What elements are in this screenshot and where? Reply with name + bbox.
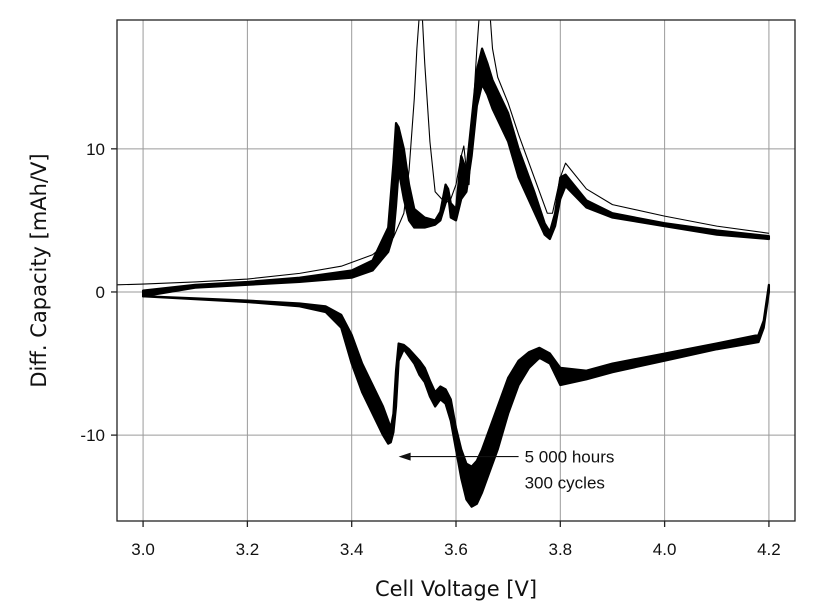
y-tick-label: 10	[86, 140, 105, 159]
series-band-charge-cycles-300-	[141, 47, 771, 298]
annotation-hours: 5 000 hours	[525, 448, 615, 467]
x-tick-label: 3.4	[340, 540, 364, 559]
annotation: 5 000 hours 300 cycles	[398, 448, 615, 493]
series-band-discharge-cycles-300-	[141, 283, 771, 508]
y-axis-title: Diff. Capacity [mAh/V]	[27, 153, 51, 387]
axis-ticks: 3.0 3.2 3.4 3.6 3.8 4.0 4.2 -10 0 10	[80, 140, 780, 559]
y-tick-label: -10	[80, 426, 105, 445]
annotation-arrowhead	[398, 452, 411, 461]
x-tick-label: 3.2	[236, 540, 260, 559]
x-tick-label: 4.2	[757, 540, 781, 559]
annotation-cycles: 300 cycles	[525, 474, 605, 493]
grid	[117, 20, 795, 521]
x-tick-label: 3.0	[131, 540, 155, 559]
x-tick-label: 4.0	[653, 540, 677, 559]
plot-area	[117, 20, 771, 508]
y-tick-label: 0	[96, 283, 105, 302]
x-tick-label: 3.8	[548, 540, 572, 559]
x-tick-label: 3.6	[444, 540, 468, 559]
x-axis-title: Cell Voltage [V]	[375, 577, 537, 601]
